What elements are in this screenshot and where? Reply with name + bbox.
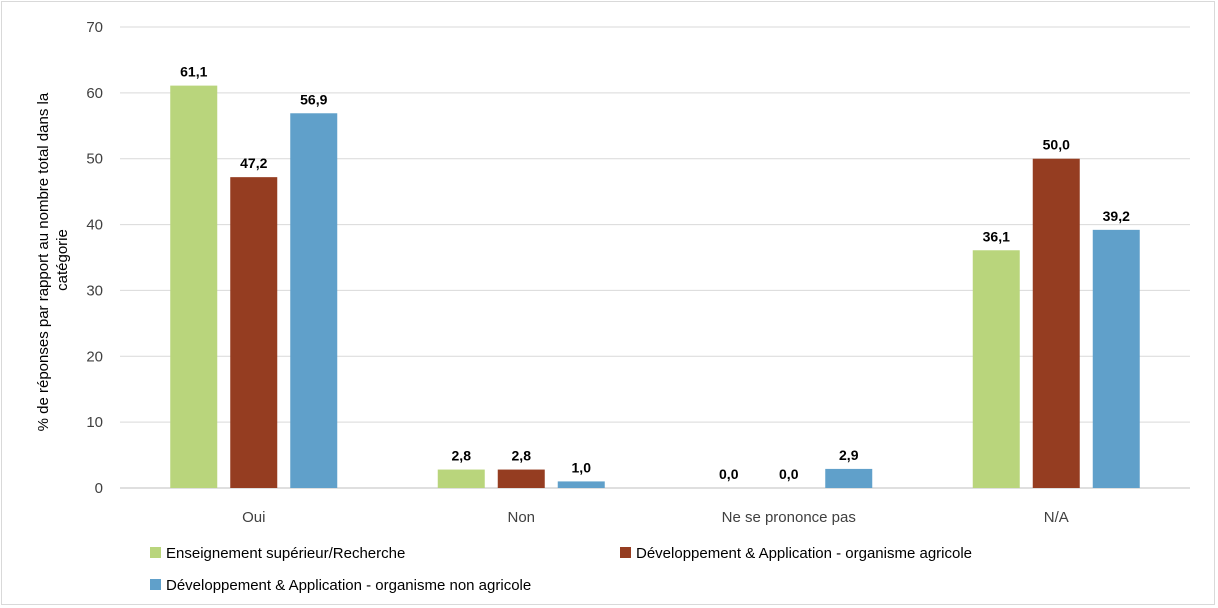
- y-tick-label: 40: [86, 217, 103, 234]
- data-labels: 61,1 47,2 56,9 2,8 2,8 1,0 0,0 0,0 2,9 36,1 50,0 39…: [180, 64, 1130, 482]
- x-axis-ticks: Oui Non Ne se prononce pas N/A: [242, 509, 1069, 526]
- data-label: 1,0: [572, 459, 592, 475]
- legend-label: Développement & Application - organisme …: [166, 577, 531, 594]
- data-label: 2,8: [452, 448, 472, 464]
- x-tick-label: Oui: [242, 509, 265, 526]
- y-tick-label: 70: [86, 19, 103, 36]
- bar: [437, 469, 485, 488]
- bar: [1092, 229, 1140, 488]
- legend-swatch: [620, 547, 631, 558]
- y-tick-label: 30: [86, 282, 103, 299]
- data-label: 56,9: [300, 91, 327, 107]
- bar: [557, 481, 605, 488]
- y-tick-label: 50: [86, 151, 103, 168]
- y-tick-label: 0: [95, 480, 103, 497]
- data-label: 2,9: [839, 447, 859, 463]
- legend-item: Développement & Application - organisme …: [620, 545, 972, 562]
- y-tick-label: 10: [86, 414, 103, 431]
- bar: [497, 469, 545, 488]
- x-tick-label: Non: [507, 509, 535, 526]
- data-label: 36,1: [983, 228, 1010, 244]
- x-tick-label: N/A: [1044, 509, 1069, 526]
- gridlines: [120, 26, 1190, 489]
- legend-label: Développement & Application - organisme …: [636, 545, 972, 562]
- y-axis-label: % de réponses par rapport au nombre tota…: [35, 89, 71, 432]
- bar: [170, 85, 218, 488]
- x-tick-label: Ne se prononce pas: [722, 509, 856, 526]
- y-axis-label-line-2: catégorie: [54, 229, 71, 291]
- data-label: 47,2: [240, 155, 267, 171]
- bar: [825, 468, 873, 488]
- bar: [1032, 158, 1080, 488]
- legend: Enseignement supérieur/Recherche Développ…: [150, 545, 972, 594]
- bar: [290, 113, 338, 488]
- bars: [170, 85, 1140, 488]
- legend-label: Enseignement supérieur/Recherche: [166, 545, 405, 562]
- bar: [972, 250, 1020, 488]
- y-tick-label: 20: [86, 348, 103, 365]
- bar: [230, 177, 278, 488]
- legend-item: Enseignement supérieur/Recherche: [150, 545, 405, 562]
- y-axis-label-line-1: % de réponses par rapport au nombre tota…: [35, 92, 52, 431]
- legend-swatch: [150, 579, 161, 590]
- legend-swatch: [150, 547, 161, 558]
- data-label: 61,1: [180, 64, 207, 80]
- data-label: 2,8: [512, 448, 532, 464]
- data-label: 39,2: [1103, 208, 1130, 224]
- data-label: 0,0: [719, 466, 739, 482]
- data-label: 50,0: [1043, 137, 1070, 153]
- y-axis-ticks: 0 10 20 30 40 50 60 70: [86, 19, 103, 497]
- legend-item: Développement & Application - organisme …: [150, 577, 531, 594]
- data-label: 0,0: [779, 466, 799, 482]
- y-tick-label: 60: [86, 85, 103, 102]
